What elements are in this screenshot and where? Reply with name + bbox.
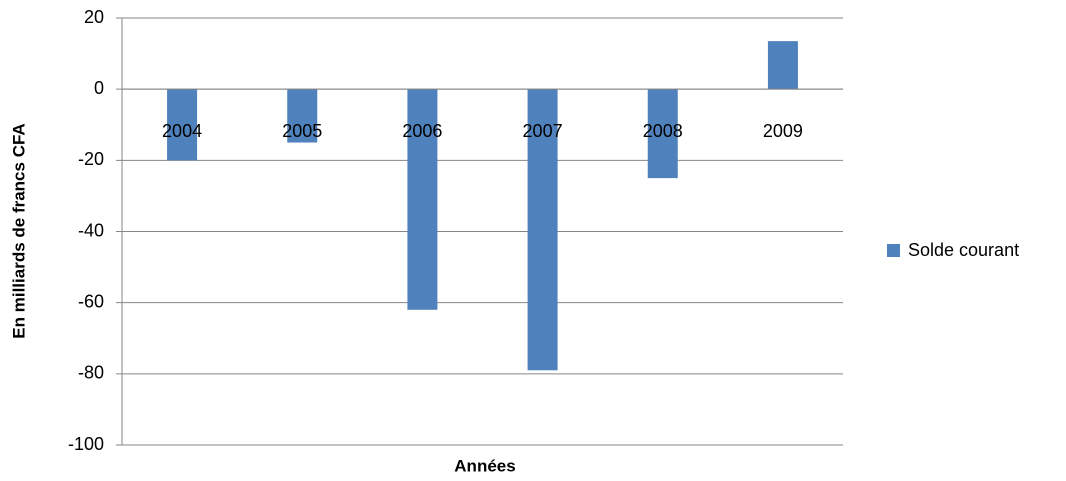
x-tick-label: 2009: [763, 121, 803, 141]
y-tick-label: 20: [84, 7, 104, 27]
bar: [767, 41, 798, 90]
y-tick-label: -60: [78, 291, 104, 311]
legend-swatch: [887, 244, 900, 257]
x-tick-label: 2005: [282, 121, 322, 141]
x-tick-label: 2007: [523, 121, 563, 141]
y-axis-label: En milliards de francs CFA: [9, 123, 28, 338]
x-tick-label: 2004: [162, 121, 202, 141]
legend-label: Solde courant: [908, 240, 1019, 260]
y-tick-label: -40: [78, 220, 104, 240]
y-tick-label: -80: [78, 363, 104, 383]
y-tick-label: 0: [94, 78, 104, 98]
x-tick-label: 2006: [402, 121, 442, 141]
bar: [647, 89, 678, 179]
x-tick-label: 2008: [643, 121, 683, 141]
bar: [287, 89, 318, 143]
bar: [167, 89, 198, 161]
bar: [527, 89, 558, 371]
y-tick-label: -20: [78, 149, 104, 169]
x-axis-label: Années: [454, 456, 515, 475]
y-tick-label: -100: [68, 434, 104, 454]
bar: [407, 89, 438, 310]
